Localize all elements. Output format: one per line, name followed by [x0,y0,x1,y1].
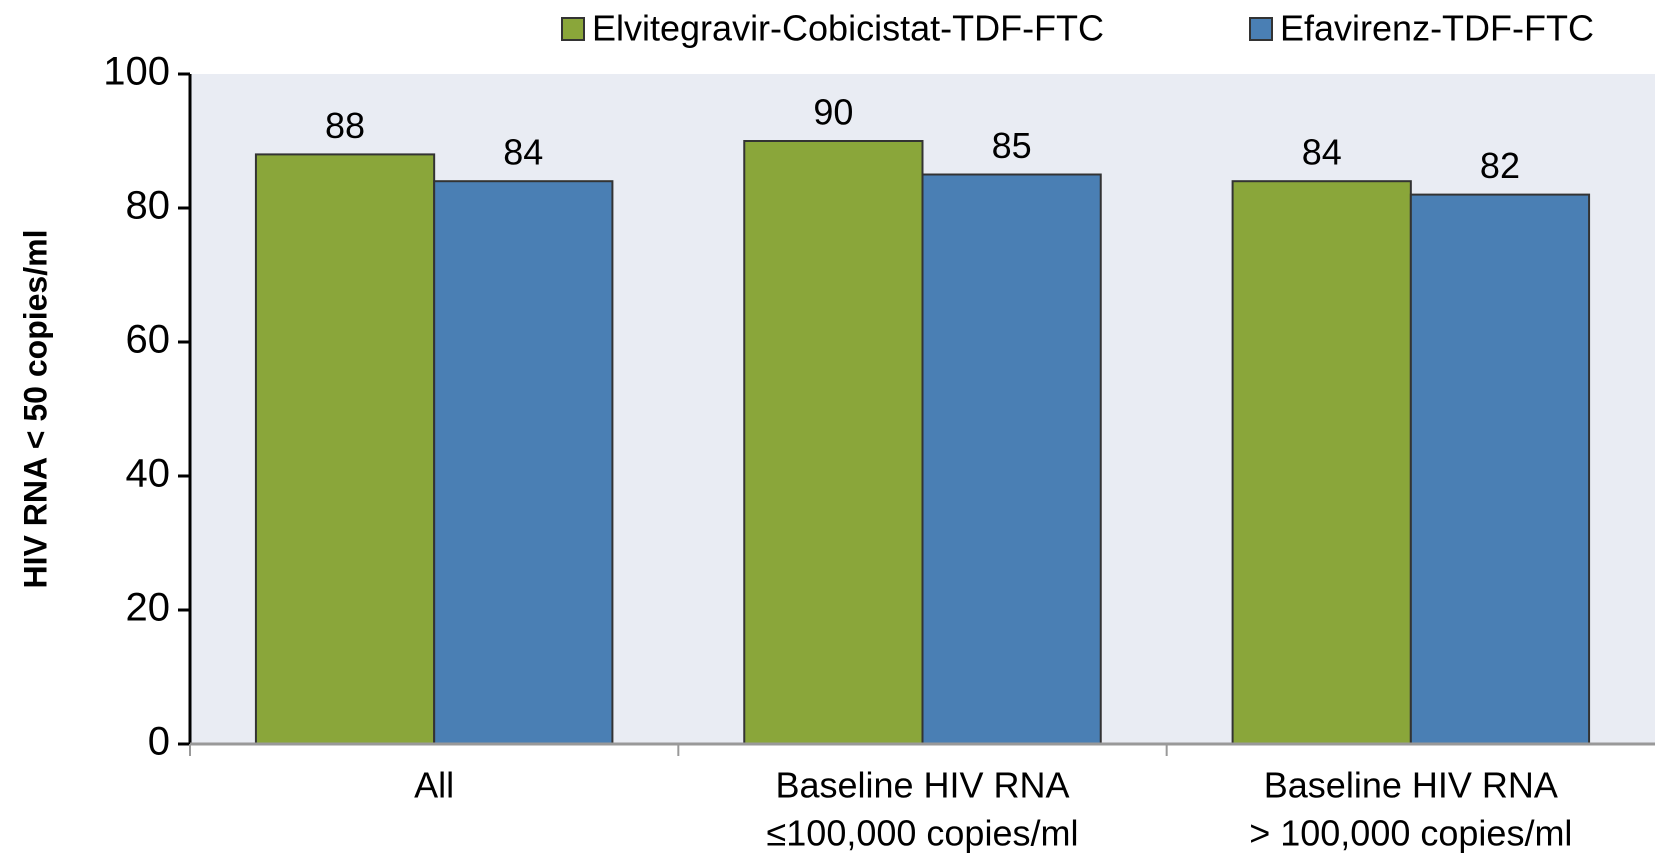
bar [921,173,1102,745]
value-label: 84 [1302,132,1342,173]
bar [743,140,924,745]
y-tick-label: 60 [126,318,171,362]
value-label: 84 [503,132,543,173]
x-tick-label: Baseline HIV RNA [775,765,1069,806]
x-tick-label: ≤100,000 copies/ml [767,813,1079,854]
value-label: 90 [813,92,853,133]
legend-label: Efavirenz-TDF-FTC [1280,8,1594,49]
x-tick-label: > 100,000 copies/ml [1249,813,1572,854]
bar [433,180,614,745]
value-label: 82 [1480,145,1520,186]
value-label: 85 [992,125,1032,166]
y-tick-label: 40 [126,452,171,496]
y-tick-label: 100 [103,50,170,94]
y-tick-label: 20 [126,586,171,630]
y-tick-label: 0 [148,720,170,764]
x-tick-label: All [414,765,454,806]
legend-swatch [561,17,585,41]
y-tick-label: 80 [126,184,171,228]
value-label: 88 [325,105,365,146]
legend-swatch [1249,17,1273,41]
y-axis-label: HIV RNA < 50 copies/ml [17,230,53,589]
x-tick-label: Baseline HIV RNA [1264,765,1558,806]
bar [1409,193,1591,746]
bar [1231,180,1412,745]
bar [254,153,436,745]
legend-label: Elvitegravir-Cobicistat-TDF-FTC [592,8,1104,49]
